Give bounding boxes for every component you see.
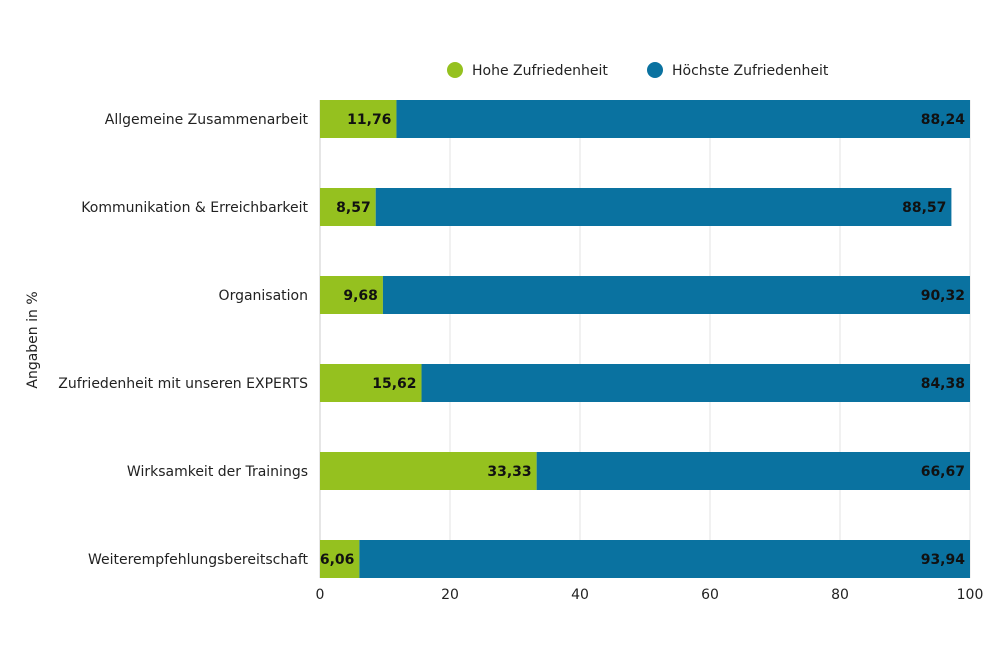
bar-segment: [382, 276, 970, 314]
category-labels: Allgemeine Zusammenarbeit Kommunikation &…: [58, 112, 308, 568]
data-label: 88,24: [921, 112, 966, 128]
category-label: Allgemeine Zusammenarbeit: [105, 112, 309, 128]
legend-label: Höchste Zufriedenheit: [672, 63, 829, 79]
category-label: Kommunikation & Erreichbarkeit: [81, 200, 308, 216]
data-label: 6,06: [320, 552, 355, 568]
data-label: 11,76: [347, 112, 391, 128]
legend-label: Hohe Zufriedenheit: [472, 63, 608, 79]
x-axis-ticks: 0 20 40 60 80 100: [316, 587, 984, 603]
bar-segment: [396, 100, 970, 138]
x-tick-label: 20: [441, 587, 459, 603]
x-tick-label: 40: [571, 587, 589, 603]
x-tick-label: 100: [957, 587, 984, 603]
data-label: 88,57: [902, 200, 946, 216]
data-label: 15,62: [372, 376, 416, 392]
legend: Hohe Zufriedenheit Höchste Zufriedenheit: [447, 62, 829, 79]
data-label: 33,33: [487, 464, 531, 480]
data-label: 84,38: [921, 376, 965, 392]
data-label: 9,68: [343, 288, 378, 304]
bar-segment: [536, 452, 970, 490]
x-tick-label: 0: [316, 587, 325, 603]
data-label: 93,94: [921, 552, 966, 568]
data-label: 8,57: [336, 200, 371, 216]
data-label: 66,67: [921, 464, 965, 480]
bar-segment: [320, 540, 360, 578]
category-label: Zufriedenheit mit unseren EXPERTS: [58, 376, 308, 392]
bar-segment: [320, 276, 383, 314]
category-label: Wirksamkeit der Trainings: [127, 464, 308, 480]
y-axis-label: Angaben in %: [25, 291, 41, 388]
bar-segment: [359, 540, 970, 578]
bar-segment: [320, 452, 537, 490]
bar-segment: [320, 100, 397, 138]
x-tick-label: 80: [831, 587, 849, 603]
bar-segment: [320, 364, 422, 402]
legend-marker: [647, 62, 663, 78]
category-label: Weiterempfehlungsbereitschaft: [88, 552, 309, 568]
bars: 11,76 88,24 8,57 88,57 9,68 90,32 15,62 84,38 33…: [320, 100, 970, 578]
bar-segment: [320, 188, 376, 226]
data-label: 90,32: [921, 288, 965, 304]
bar-segment: [421, 364, 970, 402]
category-label: Organisation: [219, 288, 308, 304]
grid-lines: [319, 100, 971, 578]
bar-segment: [375, 188, 952, 226]
x-tick-label: 60: [701, 587, 719, 603]
legend-marker: [447, 62, 463, 78]
